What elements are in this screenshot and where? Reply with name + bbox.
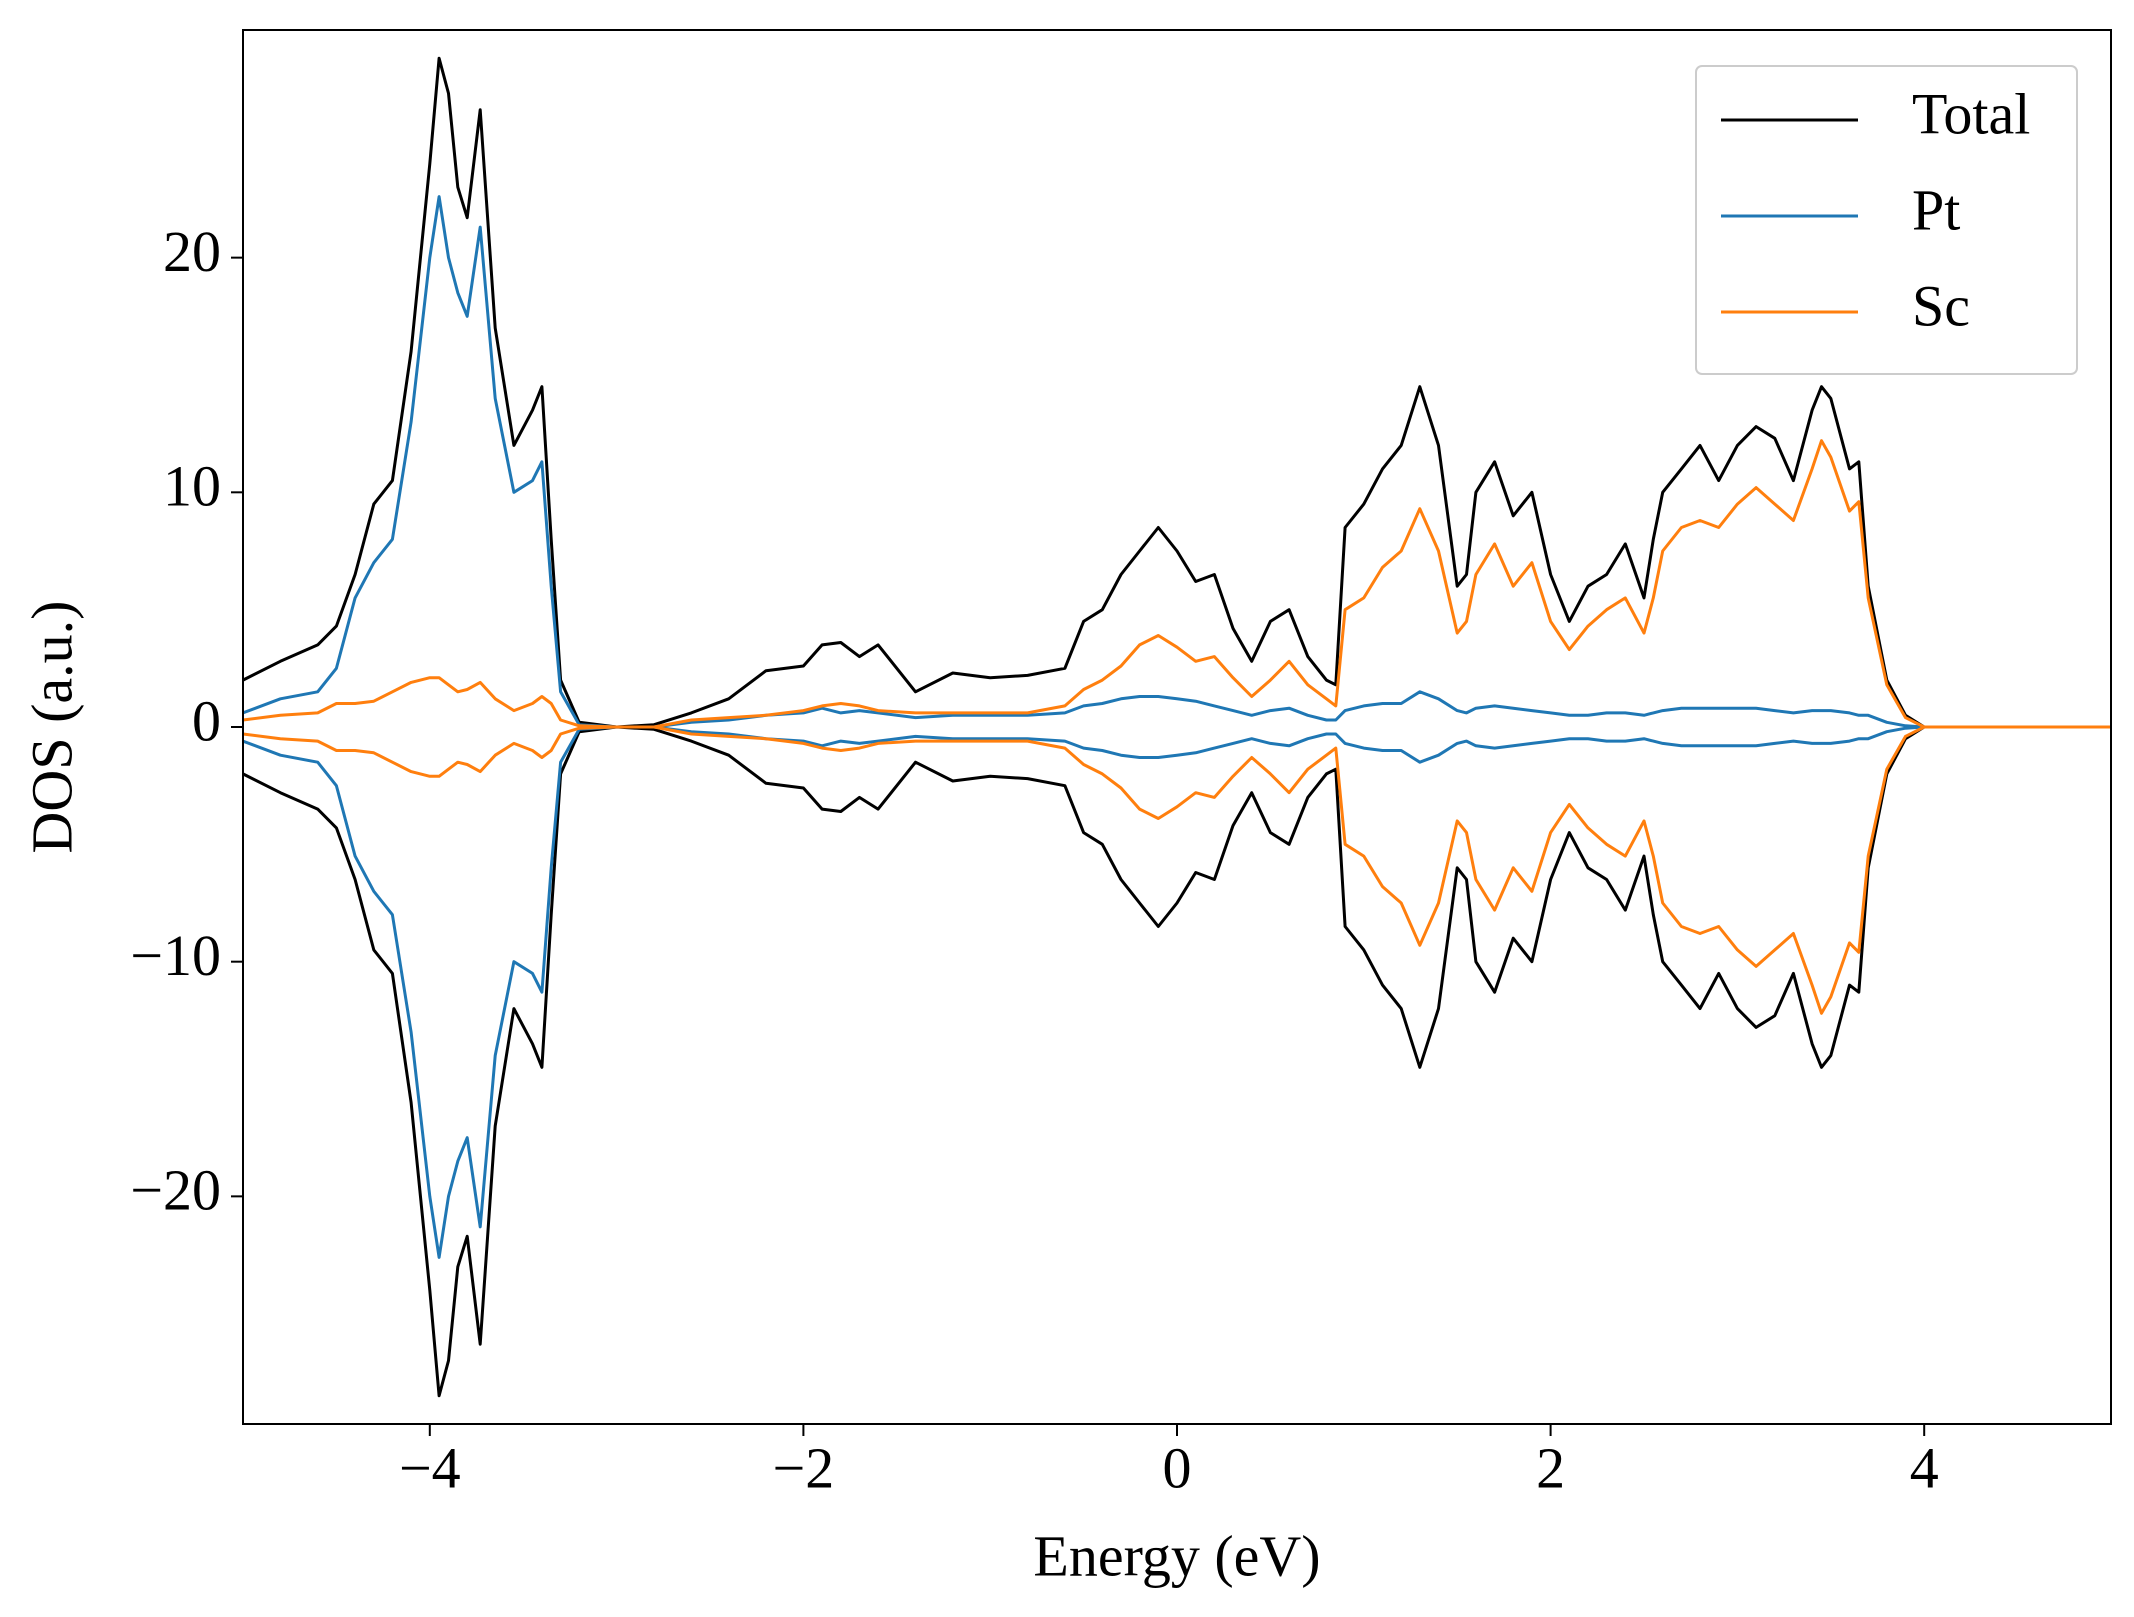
y-axis-label: DOS (a.u.) (19, 601, 84, 854)
dos-line (243, 725, 2111, 1015)
x-tick-label: 4 (1910, 1435, 1939, 1500)
x-tick-label: 2 (1536, 1435, 1565, 1500)
dos-line (243, 56, 2111, 729)
legend-box (1695, 65, 2078, 375)
dos-line (243, 195, 2111, 729)
y-tick-label: 20 (163, 219, 221, 284)
y-tick-label: −20 (130, 1158, 221, 1223)
y-tick-label: 10 (163, 454, 221, 519)
legend-label: Sc (1912, 273, 1970, 338)
x-axis-label: Energy (eV) (1033, 1523, 1320, 1588)
dos-line (243, 725, 2111, 1259)
x-tick-label: 0 (1163, 1435, 1192, 1500)
plot-frame (242, 29, 2112, 1425)
y-tick-label: 0 (192, 688, 221, 753)
dos-line (243, 439, 2111, 729)
dos-line (243, 725, 2111, 1398)
legend-label: Total (1912, 81, 2030, 146)
legend-label: Pt (1912, 177, 1960, 242)
y-tick-label: −10 (130, 923, 221, 988)
x-tick-label: −4 (399, 1435, 461, 1500)
x-tick-label: −2 (773, 1435, 835, 1500)
